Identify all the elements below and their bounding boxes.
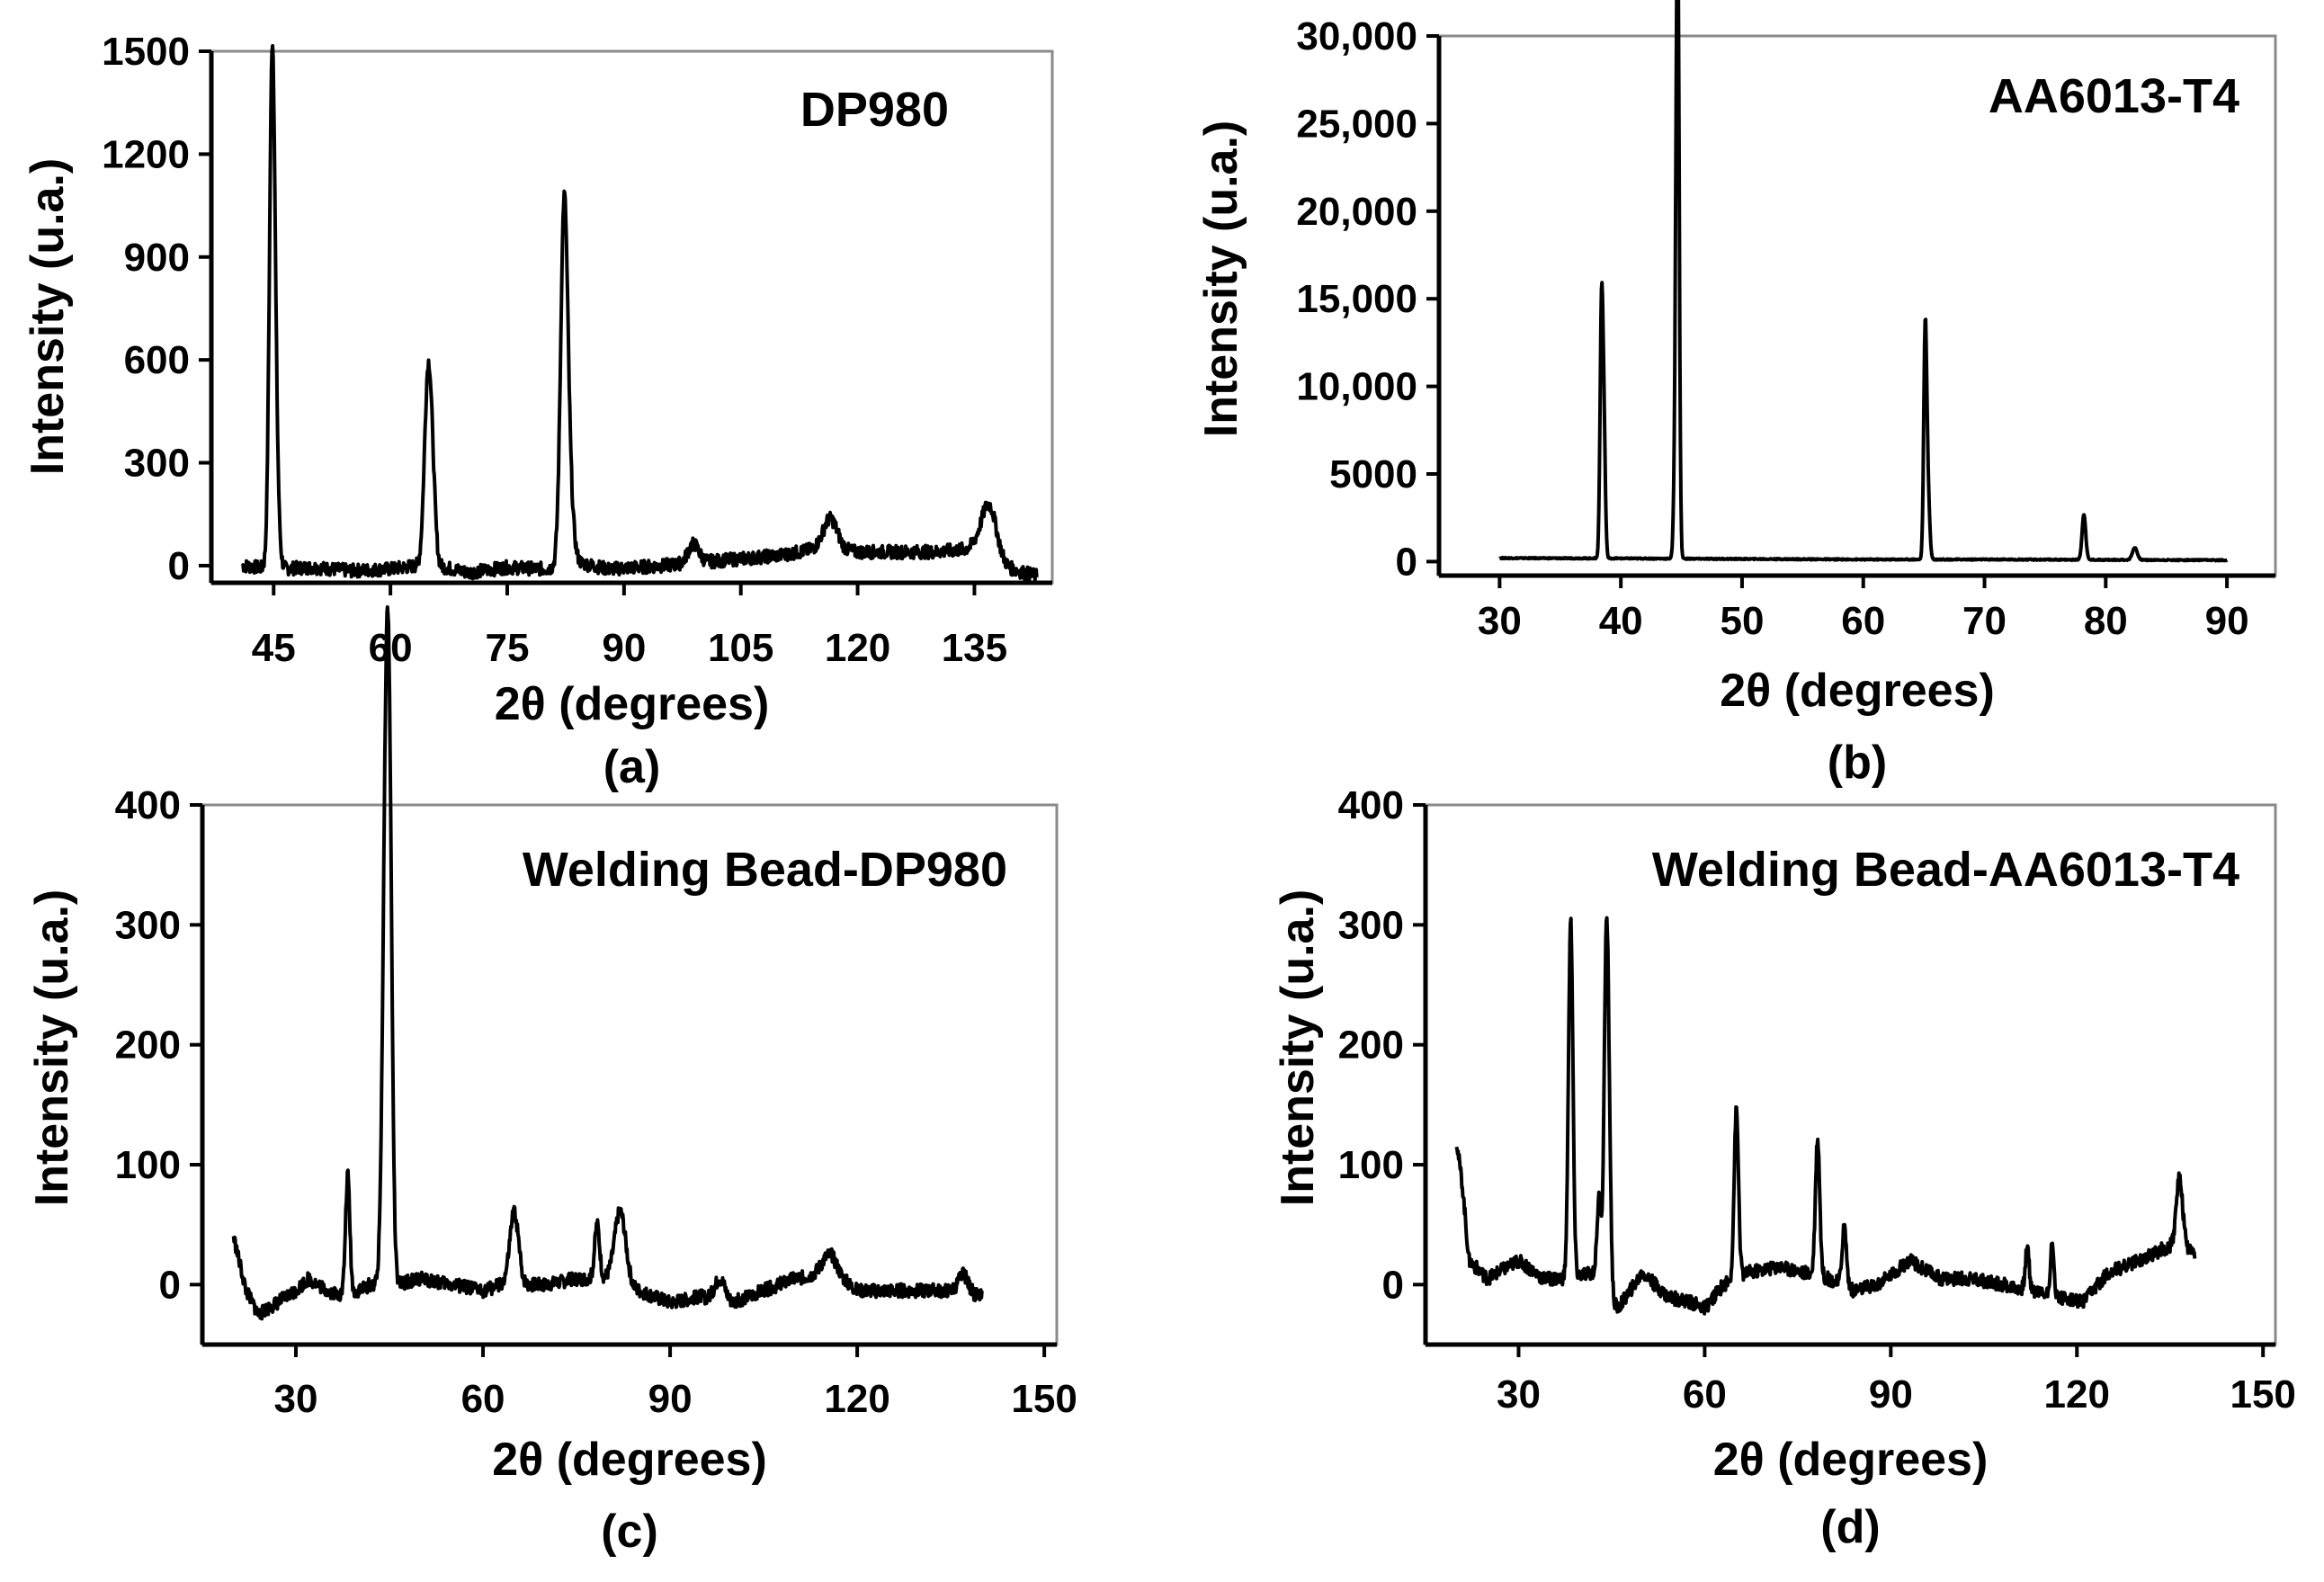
xrd-trace xyxy=(231,605,984,1321)
y-tick-label: 400 xyxy=(1338,783,1404,827)
y-axis-label: Intensity (u.a.) xyxy=(26,889,78,1206)
y-tick-label: 1500 xyxy=(102,30,190,74)
chart-title: Welding Bead-DP980 xyxy=(523,843,1007,897)
x-tick-label: 60 xyxy=(461,1377,505,1421)
chart-panel-d: 30 60 90 120 150 0 100 200 300 400 Welding Bead-AA… xyxy=(1272,783,2296,1553)
y-tick-label: 200 xyxy=(1338,1023,1404,1068)
x-tick-label: 60 xyxy=(1841,599,1885,643)
x-tick-label: 90 xyxy=(602,626,646,670)
y-tick-label: 300 xyxy=(115,903,181,947)
chart-title: AA6013-T4 xyxy=(1989,69,2239,123)
y-tick-label: 15,000 xyxy=(1296,277,1417,321)
x-axis-label: 2θ (degrees) xyxy=(495,678,770,730)
xrd-trace xyxy=(240,44,1039,582)
y-axis-label: Intensity (u.a.) xyxy=(1272,889,1324,1206)
y-tick-label: 200 xyxy=(115,1023,181,1068)
x-tick-label: 150 xyxy=(2230,1372,2295,1417)
x-tick-label: 75 xyxy=(486,626,530,670)
x-tick-label: 90 xyxy=(1869,1372,1913,1417)
chart-panel-b: 30 40 50 60 70 80 90 0 5000 10,000 15,000 20,000 25,… xyxy=(1195,0,2277,789)
y-tick-label: 30,000 xyxy=(1296,14,1417,58)
x-tick-label: 60 xyxy=(1683,1372,1727,1417)
y-tick-label: 400 xyxy=(115,783,181,827)
x-axis-label: 2θ (degrees) xyxy=(1713,1434,1989,1486)
y-tick-label: 100 xyxy=(115,1143,181,1187)
chart-panel-a: 45 60 75 90 105 120 135030060090012001500DP980… xyxy=(22,30,1054,793)
x-tick-label: 40 xyxy=(1599,599,1643,643)
x-tick-label: 120 xyxy=(2044,1372,2110,1417)
chart-title: Welding Bead-AA6013-T4 xyxy=(1652,843,2239,897)
x-tick-label: 80 xyxy=(2084,599,2128,643)
y-tick-label: 0 xyxy=(1396,540,1417,584)
x-tick-label: 30 xyxy=(1478,599,1522,643)
panel-label: (c) xyxy=(601,1506,658,1558)
y-tick-label: 300 xyxy=(124,442,190,486)
x-tick-label: 45 xyxy=(252,626,296,670)
y-tick-label: 0 xyxy=(168,544,190,588)
y-tick-label: 20,000 xyxy=(1296,190,1417,234)
y-tick-label: 5000 xyxy=(1329,452,1417,496)
y-tick-label: 0 xyxy=(1382,1263,1404,1307)
y-tick-label: 1200 xyxy=(102,132,190,176)
x-tick-label: 70 xyxy=(1962,599,2007,643)
xrd-trace xyxy=(1498,0,2229,563)
x-tick-label: 120 xyxy=(825,626,890,670)
x-tick-label: 90 xyxy=(2205,599,2249,643)
y-axis-label: Intensity (u.a.) xyxy=(1195,121,1247,437)
y-tick-label: 600 xyxy=(124,338,190,382)
x-tick-label: 150 xyxy=(1011,1377,1077,1421)
x-tick-label: 105 xyxy=(708,626,773,670)
x-tick-label: 50 xyxy=(1720,599,1764,643)
y-tick-label: 100 xyxy=(1338,1143,1404,1187)
chart-panel-c: 30 60 90 120 150 0 100 200 300 400 Welding Bead-DP… xyxy=(26,605,1077,1558)
y-tick-label: 0 xyxy=(159,1263,181,1307)
x-axis-label: 2θ (degrees) xyxy=(1720,665,1995,717)
panel-label: (d) xyxy=(1820,1501,1880,1553)
x-tick-label: 90 xyxy=(648,1377,693,1421)
panel-label: (b) xyxy=(1828,737,1887,789)
x-axis-label: 2θ (degrees) xyxy=(492,1434,767,1486)
x-tick-label: 30 xyxy=(274,1377,318,1421)
chart-title: DP980 xyxy=(800,83,949,137)
panel-label: (a) xyxy=(603,741,661,793)
y-tick-label: 900 xyxy=(124,236,190,280)
x-tick-label: 30 xyxy=(1497,1372,1541,1417)
y-tick-label: 300 xyxy=(1338,903,1404,947)
y-axis-label: Intensity (u.a.) xyxy=(22,158,74,475)
y-tick-label: 25,000 xyxy=(1296,102,1417,146)
xrd-trace xyxy=(1454,916,2197,1316)
y-tick-label: 10,000 xyxy=(1296,365,1417,409)
x-tick-label: 135 xyxy=(942,626,1007,670)
x-tick-label: 120 xyxy=(824,1377,889,1421)
